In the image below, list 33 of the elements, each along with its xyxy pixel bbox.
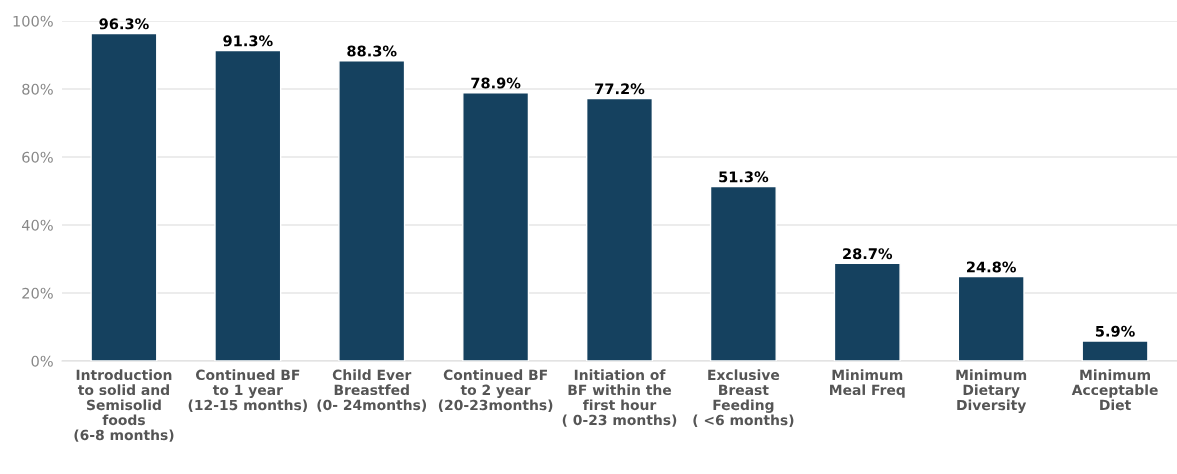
x-tick-label: Introduction to solid and Semisolid foods (6-8 months) — [74, 369, 174, 442]
y-tick-label: 80% — [22, 83, 53, 95]
bar — [90, 32, 158, 361]
x-tick-label: Continued BF to 2 year (20-23months) — [438, 369, 553, 412]
data-label: 51.3% — [719, 171, 769, 183]
x-tick-label: Minimum Dietary Diversity — [956, 369, 1027, 414]
data-label: 28.7% — [843, 248, 893, 260]
bar — [709, 185, 777, 361]
bar — [957, 275, 1025, 361]
y-tick-label: 100% — [13, 15, 53, 27]
x-tick-label: Child Ever Breastfed (0- 24months) — [317, 369, 427, 412]
data-label: 88.3% — [347, 45, 397, 57]
data-label: 5.9% — [1095, 325, 1135, 337]
bar — [338, 60, 406, 361]
data-label: 24.8% — [967, 261, 1016, 273]
bar — [833, 262, 901, 361]
x-tick-label: Exclusive Breast Feeding ( <6 months) — [693, 369, 794, 427]
bar — [1081, 340, 1149, 361]
data-label: 91.3% — [223, 35, 273, 47]
y-tick-label: 20% — [22, 287, 53, 299]
y-tick-label: 0% — [31, 355, 53, 367]
bar — [462, 92, 530, 361]
x-tick-label: Minimum Meal Freq — [830, 369, 905, 398]
x-tick-label: Minimum Acceptable Diet — [1071, 369, 1158, 411]
x-tick-label: Initiation of BF within the first hour ( 0-23 months) — [562, 369, 677, 427]
bar — [214, 49, 282, 361]
data-label: 96.3% — [99, 18, 149, 30]
data-label: 77.2% — [595, 83, 645, 95]
x-tick-label: Continued BF to 1 year (12-15 months) — [188, 369, 307, 412]
y-tick-label: 60% — [22, 151, 53, 163]
bar — [585, 97, 654, 361]
y-tick-label: 40% — [21, 219, 53, 231]
data-label: 78.9% — [471, 77, 521, 89]
